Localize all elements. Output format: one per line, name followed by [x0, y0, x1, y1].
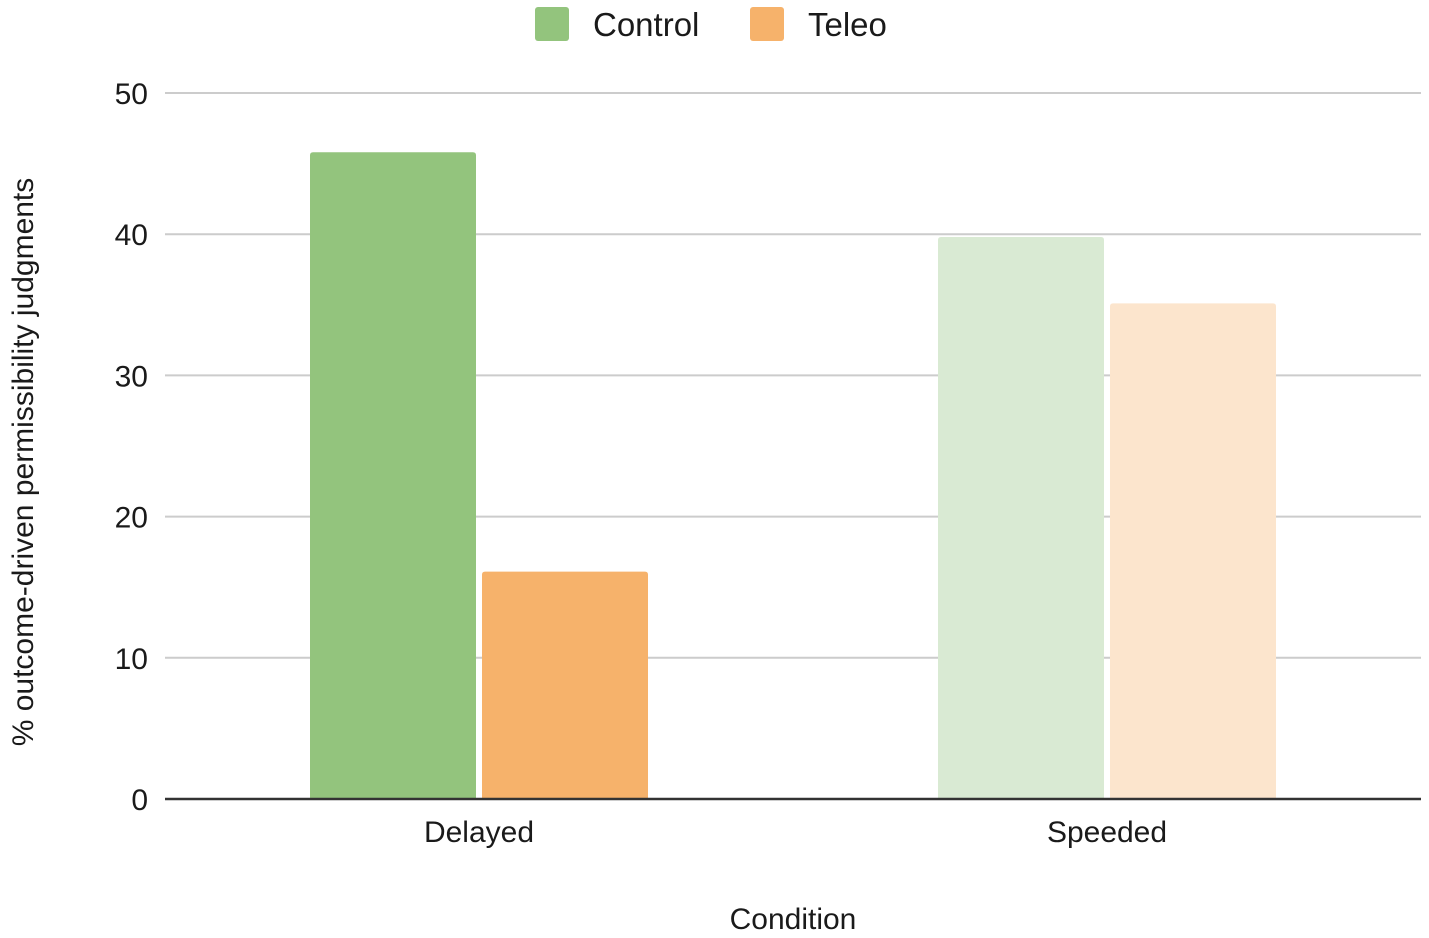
axes: 0 10 20 30 40 50 Delayed Speeded	[115, 78, 1421, 849]
y-axis-title: % outcome-driven permissibility judgment…	[7, 178, 40, 747]
legend: Control Teleo	[535, 6, 887, 43]
legend-label-teleo: Teleo	[808, 6, 887, 43]
legend-swatch-teleo	[750, 7, 784, 41]
x-tick-label: Delayed	[424, 816, 534, 849]
legend-label-control: Control	[593, 6, 699, 43]
y-tick-label: 40	[115, 219, 148, 252]
bar-teleo-delayed	[482, 571, 648, 799]
y-tick-label: 10	[115, 643, 148, 676]
y-tick-label: 20	[115, 502, 148, 535]
bar-control-delayed	[310, 152, 476, 799]
legend-swatch-control	[535, 7, 569, 41]
x-tick-label: Speeded	[1047, 816, 1167, 849]
bars	[310, 152, 1276, 800]
y-tick-label: 50	[115, 78, 148, 111]
y-tick-label: 0	[131, 784, 148, 817]
bar-teleo-speeded	[1110, 303, 1276, 799]
bar-control-speeded	[938, 237, 1104, 800]
y-tick-label: 30	[115, 360, 148, 393]
x-axis-title: Condition	[730, 903, 857, 936]
